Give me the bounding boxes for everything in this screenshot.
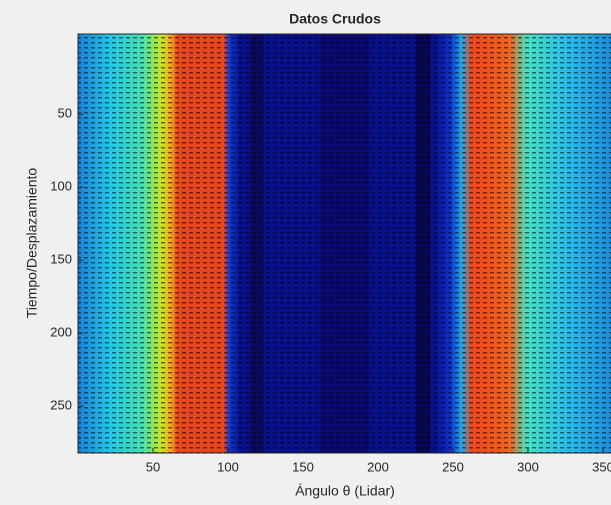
x-axis-label: Ángulo θ (Lidar) — [295, 483, 395, 499]
x-tick-label: 350 — [592, 459, 611, 474]
y-tick-label: 100 — [50, 179, 72, 194]
plot-box — [77, 33, 611, 454]
y-tick-label: 250 — [50, 398, 72, 413]
y-tick-label: 200 — [50, 325, 72, 340]
y-tick-label: 50 — [58, 106, 72, 121]
x-tick-label: 150 — [292, 459, 314, 474]
x-tick-label: 200 — [367, 459, 389, 474]
chart-title: Datos Crudos — [289, 11, 381, 27]
x-tick-label: 300 — [517, 459, 539, 474]
image-field — [78, 34, 611, 453]
x-tick-label: 100 — [217, 459, 239, 474]
texture — [78, 34, 611, 453]
x-tick-label: 250 — [442, 459, 464, 474]
y-tick-label: 150 — [50, 252, 72, 267]
y-axis-label: Tiempo/Desplazamiento — [24, 168, 40, 319]
x-tick-label: 50 — [146, 459, 160, 474]
